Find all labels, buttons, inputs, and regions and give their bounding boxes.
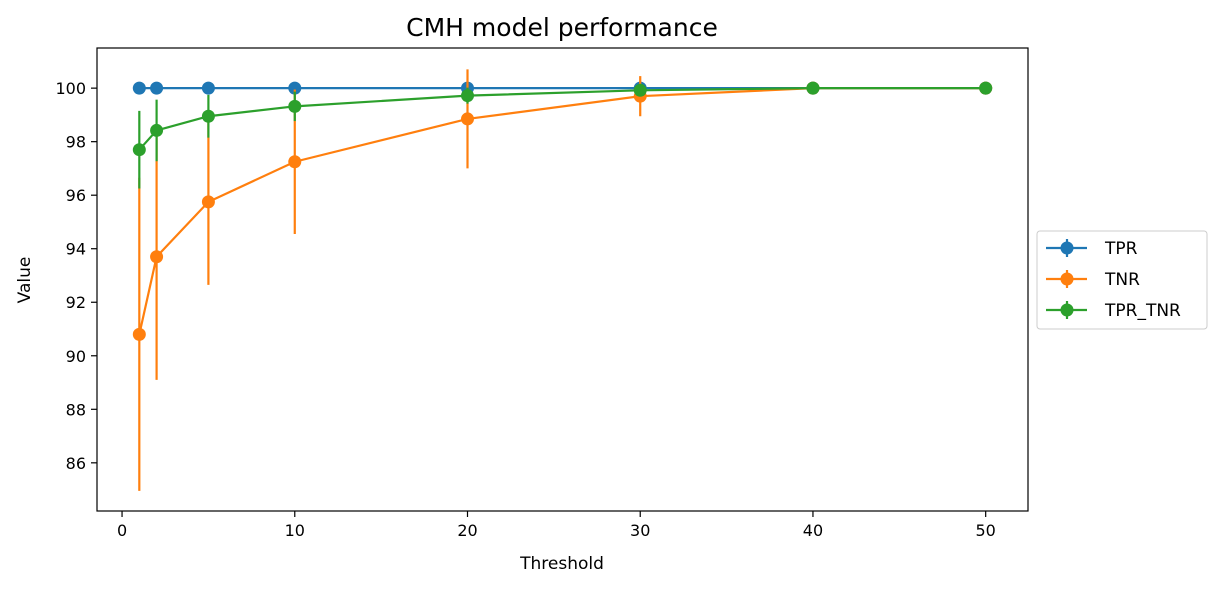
x-tick-label: 0 [117, 521, 127, 540]
legend-box [1036, 230, 1208, 330]
legend: TPR TNR TPR_TNR [1036, 230, 1208, 330]
x-axis-title: Threshold [519, 554, 604, 574]
legend-item: TPR [1046, 239, 1138, 259]
data-point [288, 99, 302, 113]
y-axis-title: Value [15, 257, 35, 304]
data-point [132, 81, 146, 95]
legend-label: TPR [1104, 239, 1138, 259]
legend-marker [1060, 241, 1074, 255]
data-point [288, 155, 302, 169]
data-point [132, 327, 146, 341]
data-point [132, 143, 146, 157]
series-line [138, 87, 986, 151]
data-point [201, 109, 215, 123]
y-tick-label: 92 [66, 293, 86, 312]
legend-item: TNR [1046, 270, 1140, 290]
y-tick-label: 96 [66, 186, 86, 205]
x-tick-label: 10 [285, 521, 305, 540]
y-tick-label: 94 [66, 240, 86, 259]
data-point [150, 123, 164, 137]
legend-label: TPR_TNR [1104, 301, 1181, 321]
data-point [150, 81, 164, 95]
series-tpr-tnr [132, 81, 993, 189]
data-point [461, 112, 474, 126]
legend-item: TPR_TNR [1046, 301, 1181, 321]
x-tick-label: 20 [457, 521, 477, 540]
data-point [633, 83, 647, 97]
y-tick-label: 88 [66, 400, 86, 419]
chart-title: CMH model performance [406, 13, 718, 42]
data-point [201, 81, 215, 95]
y-tick-label: 86 [66, 454, 86, 473]
data-point [979, 81, 993, 95]
x-tick-label: 40 [803, 521, 823, 540]
x-tick-label: 30 [630, 521, 650, 540]
data-point [150, 250, 164, 264]
data-point [201, 195, 215, 209]
plot-frame [96, 47, 1029, 512]
x-tick-label: 50 [976, 521, 996, 540]
y-tick-label: 100 [55, 79, 86, 98]
data-point [806, 81, 820, 95]
legend-marker [1060, 272, 1074, 286]
y-tick-label: 98 [66, 133, 86, 152]
y-tick-label: 90 [66, 347, 86, 366]
plot-area: 0 10 20 30 40 50 86 88 90 92 94 96 98 100 [55, 47, 1029, 540]
legend-label: TNR [1104, 270, 1140, 290]
data-point [461, 89, 474, 103]
data-point [288, 81, 302, 95]
legend-marker [1060, 303, 1074, 317]
